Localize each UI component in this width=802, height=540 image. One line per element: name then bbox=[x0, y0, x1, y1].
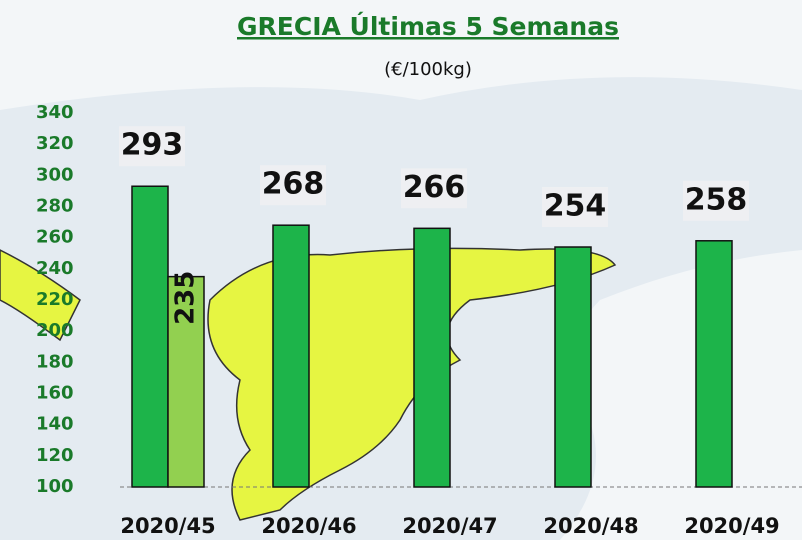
bar bbox=[554, 246, 592, 488]
value-label-box bbox=[542, 187, 608, 228]
y-tick-label: 340 bbox=[36, 102, 74, 123]
y-tick-label: 240 bbox=[36, 258, 74, 279]
y-tick-label: 180 bbox=[36, 351, 74, 372]
x-tick-label: 2020/48 bbox=[543, 514, 638, 538]
bar bbox=[131, 185, 169, 488]
y-tick-label: 320 bbox=[36, 133, 74, 154]
value-label-box bbox=[401, 168, 467, 209]
value-label-box bbox=[683, 180, 749, 221]
y-tick-label: 140 bbox=[36, 414, 74, 435]
value-label: 258 bbox=[685, 182, 748, 217]
map-land bbox=[560, 250, 802, 540]
bar bbox=[167, 275, 205, 488]
y-tick-label: 200 bbox=[36, 320, 74, 341]
map-land bbox=[0, 0, 802, 110]
map-land bbox=[0, 249, 81, 342]
value-label-box bbox=[260, 165, 326, 206]
y-tick-label: 160 bbox=[36, 383, 74, 404]
bar bbox=[413, 227, 451, 488]
y-tick-label: 300 bbox=[36, 164, 74, 185]
bar bbox=[272, 224, 310, 488]
value-label: 235 bbox=[171, 271, 201, 325]
x-tick-label: 2020/49 bbox=[684, 514, 779, 538]
value-label: 268 bbox=[262, 167, 325, 202]
y-tick-label: 100 bbox=[36, 476, 74, 497]
value-label-box bbox=[119, 126, 185, 167]
chart-subtitle: (€/100kg) bbox=[384, 59, 472, 80]
y-tick-label: 280 bbox=[36, 196, 74, 217]
y-tick-label: 120 bbox=[36, 445, 74, 466]
value-label: 254 bbox=[544, 189, 607, 224]
chart-title: GRECIA Últimas 5 Semanas bbox=[237, 11, 619, 41]
x-tick-label: 2020/46 bbox=[261, 514, 356, 538]
x-tick-label: 2020/45 bbox=[120, 514, 215, 538]
value-label: 266 bbox=[403, 170, 466, 205]
y-tick-label: 220 bbox=[36, 289, 74, 310]
value-label: 293 bbox=[121, 128, 184, 163]
bar bbox=[695, 240, 733, 488]
y-tick-label: 260 bbox=[36, 227, 74, 248]
x-tick-label: 2020/47 bbox=[402, 514, 497, 538]
